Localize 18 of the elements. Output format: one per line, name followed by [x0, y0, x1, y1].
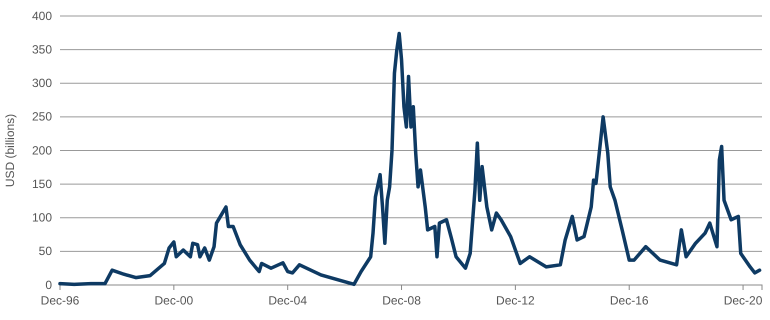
y-tick-label: 100 — [32, 210, 52, 225]
line-series — [58, 32, 762, 286]
y-tick-label: 350 — [32, 42, 52, 56]
y-tick-label: 200 — [32, 143, 52, 158]
x-tick-label: Dec-08 — [382, 294, 422, 308]
x-tick-label: Dec-12 — [496, 294, 536, 308]
x-tick-label: Dec-96 — [40, 294, 80, 308]
y-tick-label: 150 — [32, 176, 52, 191]
x-tick-label: Dec-00 — [154, 294, 194, 308]
y-tick-label: 50 — [38, 244, 52, 258]
y-axis-title: USD (billions) — [3, 114, 17, 188]
x-tick-label: Dec-20 — [724, 294, 763, 308]
y-tick-label: 300 — [32, 76, 52, 90]
x-tick-label: Dec-16 — [610, 294, 649, 308]
y-tick-label: 400 — [32, 8, 52, 23]
x-tick-label: Dec-04 — [268, 294, 308, 308]
y-tick-label: 0 — [45, 278, 52, 292]
y-tick-label: 250 — [32, 110, 52, 124]
